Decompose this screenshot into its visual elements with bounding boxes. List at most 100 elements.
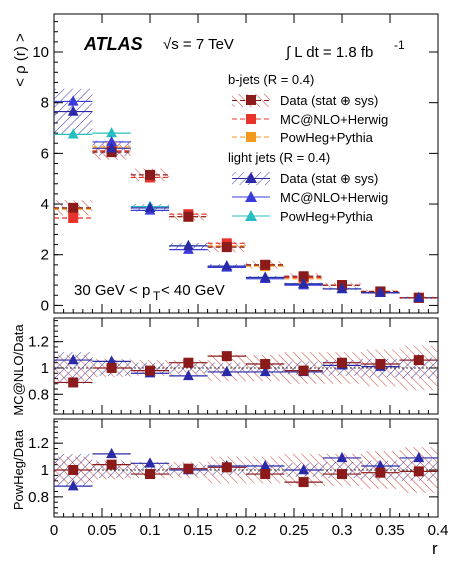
light-data-point <box>144 201 156 213</box>
pt-range-label: 30 GeV < p <box>74 282 150 299</box>
legend-bjets-powheg-label: PowHeg+Pythia <box>280 130 374 145</box>
legend-bjets-mcnlo: MC@NLO+Herwig <box>232 112 388 127</box>
mcnlo-light-band <box>169 362 208 374</box>
bjet-mcnlo-point <box>68 212 79 223</box>
powheg-bjet-point <box>413 466 424 477</box>
xtick-label: 0.25 <box>279 522 308 539</box>
powheg-bjet-point <box>375 467 386 478</box>
powheg-light-point <box>336 451 348 463</box>
powheg-bjet-point <box>68 465 79 476</box>
powheg-bjet-point <box>183 463 194 474</box>
legend-light-powheg-marker <box>245 210 257 221</box>
legend-light-data-label: Data (stat ⊕ sys) <box>280 171 378 186</box>
light-data-point <box>298 277 309 289</box>
bjet-data-point <box>260 259 271 270</box>
energy-label: √s = 7 TeV <box>163 36 234 53</box>
legend-light-mcnlo-label: MC@NLO+Herwig <box>280 190 388 205</box>
y-axis-label-main: < ρ (r) > <box>12 33 29 87</box>
light-data-point <box>259 271 271 282</box>
powheg-ratio-panel: 0.8 1 1.2 0 0.05 0.1 0.15 0.2 0.25 0.3 0.35 0.4 <box>28 418 449 539</box>
powheg-light-point <box>106 447 117 459</box>
main-ytick-label: 0 <box>41 297 49 314</box>
legend-light-mcnlo-marker <box>245 191 257 202</box>
xtick-label: 0 <box>50 522 58 539</box>
mcnlo-bjet-point <box>298 365 309 376</box>
powheg-light-point <box>375 459 386 471</box>
main-ytick-label: 8 <box>41 95 49 112</box>
light-mcnlo-point <box>67 95 79 106</box>
pt-range-tail: < 40 GeV <box>161 282 225 299</box>
mcnlo-ytick-label: 1.2 <box>28 334 49 351</box>
legend-light-powheg-label: PowHeg+Pythia <box>280 209 374 224</box>
x-axis-label: r <box>432 539 438 558</box>
powheg-bjet-point <box>337 469 347 480</box>
bjet-data-point <box>145 169 155 180</box>
powheg-ytick-label: 1 <box>41 462 49 479</box>
powheg-bjet-point <box>145 469 155 480</box>
xtick-label: 0.15 <box>183 522 212 539</box>
main-ytick-label: 4 <box>41 196 49 213</box>
bjet-data-point <box>298 271 309 282</box>
powheg-light-point <box>298 464 309 475</box>
main-panel: 0 2 4 6 8 10 <box>32 13 439 314</box>
bjet-data-point <box>183 211 194 222</box>
legend-bjets-powheg-marker <box>246 132 256 142</box>
mcnlo-bjet-point <box>221 351 232 362</box>
mcnlo-light-point <box>221 365 233 377</box>
legend-light-data: Data (stat ⊕ sys) <box>232 171 378 186</box>
legend-light-mcnlo: MC@NLO+Herwig <box>232 190 388 205</box>
bjet-data-point <box>221 242 232 253</box>
main-ytick-label: 6 <box>41 145 49 162</box>
lumi-exponent: -1 <box>394 38 405 52</box>
mcnlo-ytick-label: 0.8 <box>28 386 49 403</box>
legend-bjets-data-label: Data (stat ⊕ sys) <box>280 93 378 108</box>
xtick-label: 0.35 <box>375 522 404 539</box>
light-powheg-point <box>67 128 79 139</box>
mcnlo-light-point <box>259 365 271 377</box>
main-ytick-label: 2 <box>41 247 49 264</box>
legend-bjets-mcnlo-label: MC@NLO+Herwig <box>280 112 388 127</box>
lumi-label: ∫ L dt = 1.8 fb <box>285 44 373 61</box>
mcnlo-bjet-point <box>337 357 347 368</box>
mcnlo-light-point <box>183 369 194 381</box>
powheg-ytick-label: 1.2 <box>28 435 49 452</box>
mcnlo-bjet-point <box>260 359 271 370</box>
xtick-label: 0.1 <box>140 522 161 539</box>
mcnlo-ytick-label: 1 <box>41 360 49 377</box>
mcnlo-ratio-panel: 0.8 1 1.2 <box>28 317 439 415</box>
xtick-label: 0.2 <box>236 522 257 539</box>
mcnlo-bjet-point <box>68 377 79 388</box>
light-data-point <box>67 105 79 116</box>
powheg-light-point <box>413 451 425 463</box>
bjet-data-point <box>68 202 79 213</box>
light-mcnlo-point <box>106 135 117 147</box>
mcnlo-bjet-point <box>145 365 155 376</box>
mcnlo-bjet-point <box>375 359 386 370</box>
xtick-label: 0.3 <box>332 522 353 539</box>
light-data-point <box>221 260 233 271</box>
light-data-point <box>106 142 117 153</box>
powheg-bjet-point <box>106 459 117 470</box>
light-data-point <box>375 286 386 297</box>
xtick-label: 0.4 <box>428 522 449 539</box>
powheg-light-point <box>144 457 156 468</box>
powheg-ytick-label: 0.8 <box>28 489 49 506</box>
legend-bjets-powheg: PowHeg+Pythia <box>232 130 374 145</box>
legend-bjets-mcnlo-marker <box>246 114 256 124</box>
xtick-label: 0.05 <box>87 522 116 539</box>
light-data-point <box>336 282 348 294</box>
main-ytick-label: 10 <box>32 44 49 61</box>
mcnlo-bjet-point <box>413 355 424 366</box>
powheg-light-point <box>67 480 79 491</box>
legend-light-data-marker <box>245 172 257 183</box>
mcnlo-bjet-point <box>183 357 194 368</box>
pt-range-subscript: T <box>153 289 161 303</box>
powheg-light-point <box>259 459 271 471</box>
powheg-bjet-point <box>260 469 271 480</box>
mcnlo-bjet-point <box>106 362 117 373</box>
mcnlo-light-point <box>67 354 79 365</box>
light-data-point <box>413 291 425 302</box>
legend-light-header: light jets (R = 0.4) <box>228 150 330 165</box>
powheg-bjet-point <box>298 477 309 488</box>
